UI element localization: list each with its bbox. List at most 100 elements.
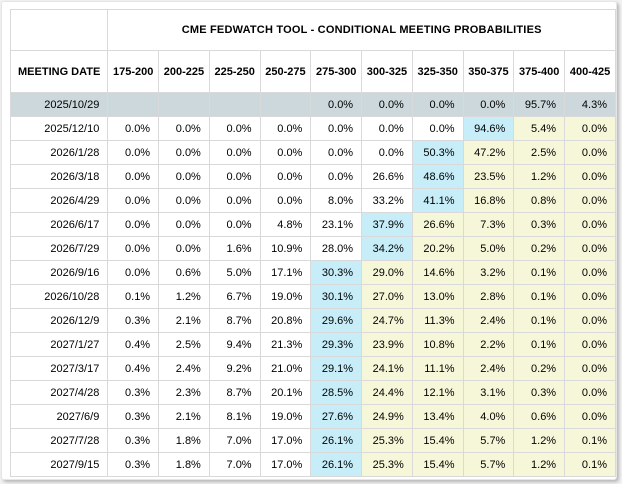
probability-cell: 11.1% <box>411 356 464 381</box>
probability-cell: 50.3% <box>411 140 464 165</box>
probability-cell: 27.0% <box>361 284 413 309</box>
probability-cell: 0.0% <box>158 140 210 165</box>
probability-cell: 7.0% <box>208 428 261 453</box>
probability-cell: 0.0% <box>411 92 464 117</box>
probability-cell: 4.3% <box>564 92 616 117</box>
probability-cell: 1.2% <box>513 428 566 453</box>
rate-range-column-header: 325-350 <box>411 50 464 93</box>
corner-cell <box>9 9 109 51</box>
probability-cell: 0.0% <box>158 212 210 237</box>
meeting-row: 2027/4/28 0.3% 2.3% 8.7% 20.1% 28.5% 24.4% 12.1… <box>9 380 616 405</box>
probability-cell: 0.0% <box>564 212 616 237</box>
probability-cell: 26.6% <box>411 212 464 237</box>
probability-cell: 0.0% <box>107 116 160 141</box>
probability-cell: 0.0% <box>462 92 515 117</box>
rate-range-column-header: 200-225 <box>158 50 210 93</box>
probability-cell: 0.0% <box>564 284 616 309</box>
meeting-row: 2026/3/18 0.0% 0.0% 0.0% 0.0% 0.0% 26.6% 48.6% 2… <box>9 164 616 189</box>
probability-cell: 8.7% <box>208 380 261 405</box>
probability-cell: 27.6% <box>310 404 363 429</box>
probability-cell: 12.1% <box>411 380 464 405</box>
probability-cell: 20.1% <box>259 380 312 405</box>
probability-cell: 0.0% <box>564 404 616 429</box>
probability-cell: 20.2% <box>411 236 464 261</box>
probability-cell: 0.6% <box>158 260 210 285</box>
probability-cell: 30.1% <box>310 284 363 309</box>
probability-cell: 47.2% <box>462 140 515 165</box>
probability-cell: 2.1% <box>158 308 210 333</box>
probability-cell: 30.3% <box>310 260 363 285</box>
probability-cell: 20.8% <box>259 308 312 333</box>
probability-cell: 10.8% <box>411 332 464 357</box>
probability-cell: 0.0% <box>564 332 616 357</box>
probability-cell: 1.2% <box>513 164 566 189</box>
probability-cell: 21.3% <box>259 332 312 357</box>
meeting-date-cell: 2026/12/9 <box>9 308 109 333</box>
probability-cell: 0.0% <box>208 164 261 189</box>
probability-cell: 17.0% <box>259 452 312 477</box>
probability-cell: 0.0% <box>259 164 312 189</box>
probability-cell: 0.0% <box>361 140 413 165</box>
probability-cell: 0.3% <box>513 212 566 237</box>
rate-range-column-header: 175-200 <box>107 50 160 93</box>
probability-cell: 9.4% <box>208 332 261 357</box>
rate-range-column-header: 400-425 <box>564 50 616 93</box>
table-title: CME FEDWATCH TOOL - CONDITIONAL MEETING … <box>107 9 616 51</box>
probability-cell: 2.2% <box>462 332 515 357</box>
probability-cell: 5.7% <box>462 428 515 453</box>
probability-cell: 28.0% <box>310 236 363 261</box>
probability-cell: 0.0% <box>310 92 363 117</box>
meeting-date-cell: 2027/4/28 <box>9 380 109 405</box>
probability-cell: 0.3% <box>513 380 566 405</box>
probability-cell: 0.4% <box>107 332 160 357</box>
probability-cell: 0.0% <box>564 116 616 141</box>
probability-cell: 2.4% <box>462 308 515 333</box>
rate-range-column-header: 375-400 <box>513 50 566 93</box>
probability-cell: 19.0% <box>259 284 312 309</box>
probability-cell: 29.6% <box>310 308 363 333</box>
probability-cell <box>107 92 160 117</box>
probability-cell: 2.4% <box>462 356 515 381</box>
probability-cell: 0.0% <box>310 140 363 165</box>
meeting-row: 2025/12/10 0.0% 0.0% 0.0% 0.0% 0.0% 0.0% 0.0% 94… <box>9 116 616 141</box>
probability-cell: 0.0% <box>208 212 261 237</box>
probability-cell: 23.5% <box>462 164 515 189</box>
probability-cell: 0.0% <box>564 260 616 285</box>
probability-cell: 0.0% <box>107 140 160 165</box>
conditional-meeting-probabilities-table: CME FEDWATCH TOOL - CONDITIONAL MEETING … <box>9 9 616 477</box>
probability-cell: 0.0% <box>564 308 616 333</box>
probability-cell: 17.1% <box>259 260 312 285</box>
probability-cell: 0.0% <box>107 212 160 237</box>
meeting-row: 2026/7/29 0.0% 0.0% 1.6% 10.9% 28.0% 34.2% 20.2… <box>9 236 616 261</box>
probability-cell: 25.3% <box>361 452 413 477</box>
meeting-row: 2027/1/27 0.4% 2.5% 9.4% 21.3% 29.3% 23.9% 10.8… <box>9 332 616 357</box>
probability-cell: 8.1% <box>208 404 261 429</box>
meeting-date-cell: 2026/3/18 <box>9 164 109 189</box>
probability-cell: 7.3% <box>462 212 515 237</box>
probability-cell: 7.0% <box>208 452 261 477</box>
probability-cell: 8.0% <box>310 188 363 213</box>
probability-cell: 26.6% <box>361 164 413 189</box>
meeting-row: 2026/1/28 0.0% 0.0% 0.0% 0.0% 0.0% 0.0% 50.3% 47… <box>9 140 616 165</box>
rate-range-column-header: 275-300 <box>310 50 363 93</box>
probability-cell: 34.2% <box>361 236 413 261</box>
meeting-date-cell: 2026/9/16 <box>9 260 109 285</box>
probability-cell: 0.0% <box>310 116 363 141</box>
probability-cell: 1.8% <box>158 428 210 453</box>
probability-cell: 23.1% <box>310 212 363 237</box>
probability-cell <box>208 92 261 117</box>
probability-cell: 0.6% <box>513 404 566 429</box>
rate-range-column-header: 225-250 <box>208 50 261 93</box>
meeting-row: 2025/10/29 0.0% 0.0% 0.0% 0.0% 95.7% 4.3% <box>9 92 616 117</box>
meeting-row: 2026/12/9 0.3% 2.1% 8.7% 20.8% 29.6% 24.7% 11.3… <box>9 308 616 333</box>
probability-cell: 33.2% <box>361 188 413 213</box>
probability-cell: 1.6% <box>208 236 261 261</box>
probability-cell: 1.8% <box>158 452 210 477</box>
probability-cell: 37.9% <box>361 212 413 237</box>
probability-cell: 0.0% <box>564 188 616 213</box>
probability-cell: 19.0% <box>259 404 312 429</box>
probability-cell: 26.1% <box>310 428 363 453</box>
probability-cell: 0.0% <box>107 236 160 261</box>
meeting-date-cell: 2027/6/9 <box>9 404 109 429</box>
meeting-row: 2026/6/17 0.0% 0.0% 0.0% 4.8% 23.1% 37.9% 26.6%… <box>9 212 616 237</box>
